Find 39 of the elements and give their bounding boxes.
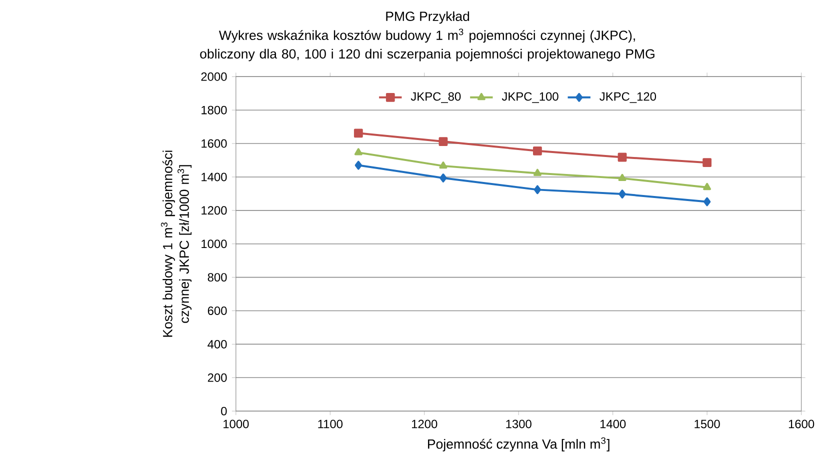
x-tick-label: 1600: [788, 420, 814, 428]
y-tick-label: 1200: [202, 206, 227, 215]
point: [703, 197, 711, 206]
point: [702, 158, 712, 168]
chart-subtitle: Wykres wskaźnika kosztów budowy 1 m$^{3}$ pojemności czynnej (JKPC), obliczony dla 80, 100 i 120 dni sczerpania pojemności projektowanego PMG: [200, 28, 654, 62]
y-tick-label: 1600: [202, 139, 227, 148]
x-axis-title: Pojemność czynna Va [mln m$^{3}$]: [428, 437, 610, 452]
x-tick-label: 1200: [412, 420, 438, 428]
point: [533, 146, 542, 156]
y-tick-label: 200: [208, 374, 227, 382]
point: [618, 174, 626, 182]
point: [440, 174, 447, 183]
point: [354, 128, 363, 138]
y-tick-label: 600: [208, 306, 227, 316]
point: [439, 162, 448, 169]
point: [618, 190, 626, 199]
y-tick-label: 1800: [202, 106, 227, 114]
legend-label: JKPC_120: [600, 92, 656, 104]
y-tick-label: 1400: [202, 172, 227, 182]
point: [703, 182, 712, 190]
x-tick-label: 1000: [224, 420, 249, 428]
chart-title: PMG Przykład: [386, 11, 470, 24]
y-tick-label: 800: [208, 273, 227, 282]
x-tick-label: 1300: [506, 420, 532, 428]
x-tick-label: 1500: [694, 420, 720, 428]
legend-label: JKPC_80: [410, 92, 461, 104]
point: [354, 148, 362, 156]
point: [618, 152, 627, 162]
y-tick-label: 2000: [201, 72, 227, 81]
y-tick-label: 0: [221, 406, 227, 416]
point: [354, 160, 362, 170]
point: [438, 137, 448, 146]
point: [533, 168, 542, 176]
legend-label: JKPC_100: [502, 92, 558, 104]
x-tick-label: 1400: [600, 420, 626, 428]
x-tick-label: 1100: [318, 420, 343, 428]
y-tick-label: 400: [208, 340, 227, 349]
point: [534, 185, 542, 194]
y-tick-label: 1000: [202, 240, 227, 248]
